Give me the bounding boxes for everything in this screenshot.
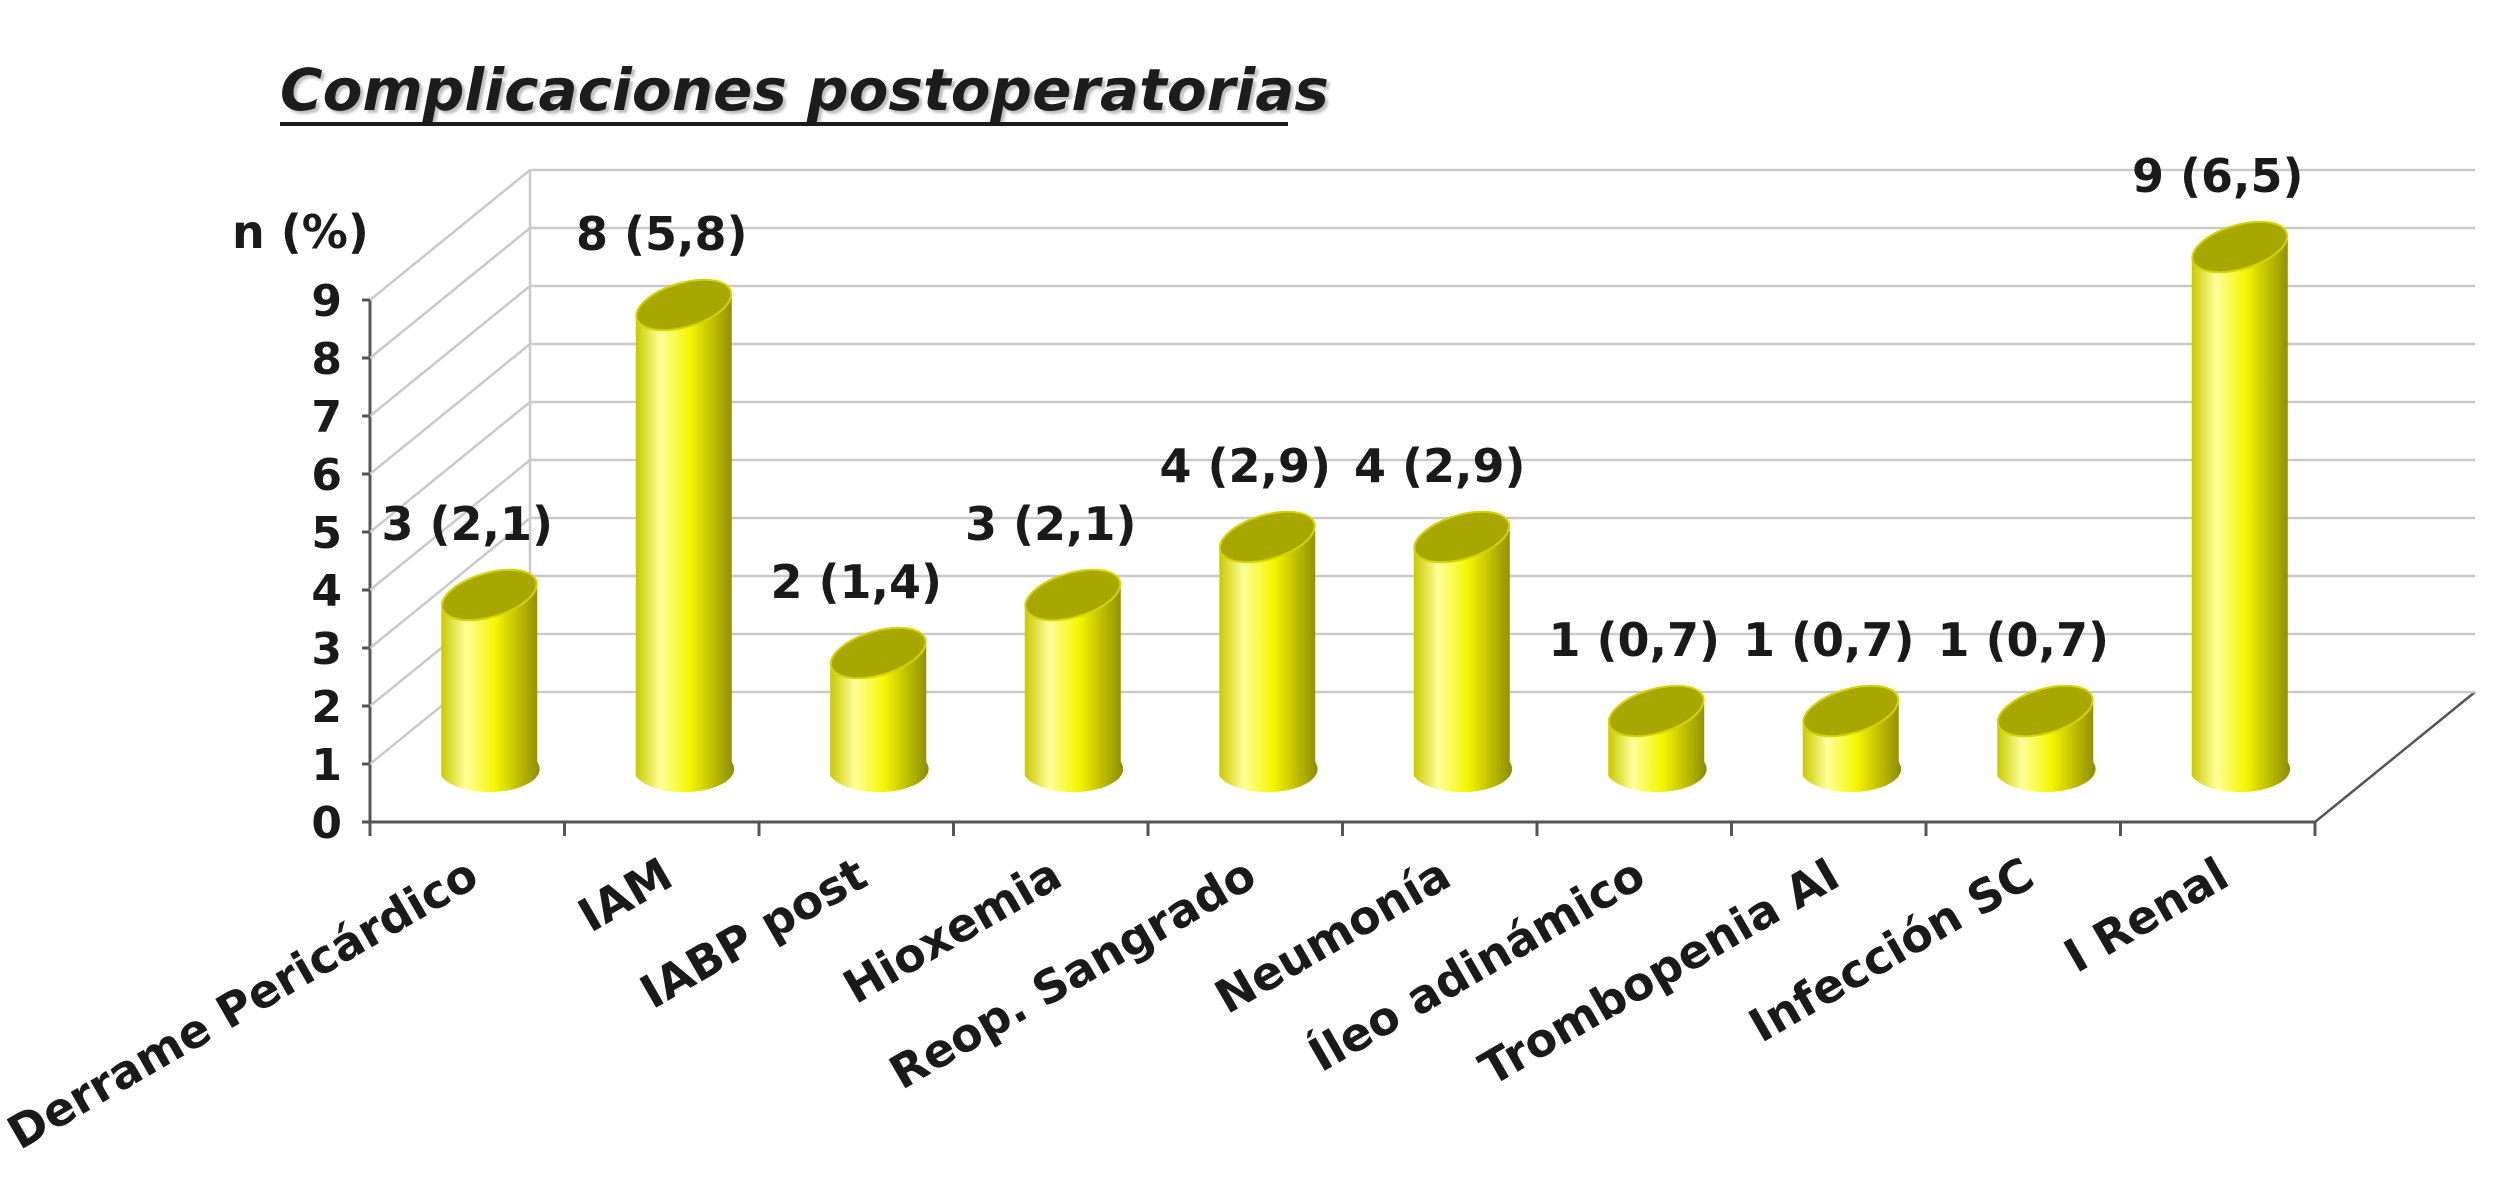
y-tick-label: 1 xyxy=(311,740,342,791)
bar-body xyxy=(2191,240,2291,793)
bar xyxy=(635,278,735,793)
y-tick-label: 2 xyxy=(311,682,342,733)
bar-top xyxy=(635,278,733,332)
x-tick-label: Trombopenia AI xyxy=(1470,847,1848,1097)
bar xyxy=(1218,510,1318,793)
bar-body xyxy=(1024,588,1124,793)
y-tick-label: 7 xyxy=(311,392,342,443)
bar-top xyxy=(2191,220,2289,274)
data-label: 2 (1,4) xyxy=(770,555,942,609)
x-tick-label: IAM xyxy=(569,847,681,943)
bar-body xyxy=(635,298,735,793)
data-label: 1 (0,7) xyxy=(1548,613,1720,667)
bar-top xyxy=(1996,684,2094,738)
y-axis-label: n (%) xyxy=(232,205,369,259)
gridline-wall xyxy=(369,227,531,359)
x-tick-label: Reop. Sangrado xyxy=(880,847,1264,1100)
y-tick-label: 0 xyxy=(311,798,342,849)
data-label: 4 (2,9) xyxy=(1354,439,1526,493)
y-tick-label: 8 xyxy=(311,334,342,385)
chart-title: Complicaciones postoperatorias xyxy=(280,56,1329,124)
data-labels: 3 (2,1) 8 (5,8) 2 (1,4) 3 (2,1) 4 (2,9) 4 (2,… xyxy=(381,149,2303,667)
y-tick-label: 6 xyxy=(311,450,342,501)
gridline-wall xyxy=(369,343,531,475)
bar-body xyxy=(830,646,929,793)
bar xyxy=(1607,684,1707,793)
data-label: 9 (6,5) xyxy=(2132,149,2304,203)
x-axis-ticks xyxy=(368,822,2317,836)
data-label: 3 (2,1) xyxy=(381,497,553,551)
x-tick-label: I Renal xyxy=(2055,847,2237,983)
bar xyxy=(1996,684,2096,793)
bar-top xyxy=(1802,684,1900,738)
bar xyxy=(1802,684,1902,793)
data-label: 8 (5,8) xyxy=(576,207,748,261)
bar xyxy=(1024,568,1124,793)
y-tick-label: 9 xyxy=(311,276,342,327)
bar-top xyxy=(440,568,538,622)
bar-body xyxy=(441,588,540,793)
gridlines xyxy=(369,168,2475,765)
y-tick-label: 5 xyxy=(311,508,342,559)
data-label: 4 (2,9) xyxy=(1159,439,1331,493)
bar-body xyxy=(1413,530,1513,793)
y-axis-ticks: 0 1 2 3 4 5 6 7 8 9 xyxy=(311,276,370,849)
gridline-wall xyxy=(369,459,531,591)
gridline-wall xyxy=(369,401,531,533)
bar xyxy=(2191,220,2291,793)
data-label: 1 (0,7) xyxy=(1743,613,1915,667)
bar-top xyxy=(1024,568,1122,622)
bar-body xyxy=(1219,530,1318,793)
x-tick-label: Derrame Pericárdico xyxy=(0,847,487,1160)
bar xyxy=(829,626,929,793)
data-label: 3 (2,1) xyxy=(965,497,1137,551)
gridline-wall xyxy=(369,169,531,301)
bars xyxy=(440,220,2291,793)
bar-top xyxy=(829,626,927,680)
data-label: 1 (0,7) xyxy=(1937,613,2109,667)
floor-right-edge xyxy=(2314,691,2476,823)
gridline-wall xyxy=(369,517,531,649)
gridline-wall xyxy=(369,285,531,417)
bar xyxy=(440,568,540,793)
bar-top xyxy=(1607,684,1705,738)
bar xyxy=(1413,510,1513,793)
y-tick-label: 4 xyxy=(311,566,342,617)
y-tick-label: 3 xyxy=(311,624,342,675)
bar-top xyxy=(1413,510,1511,564)
bar-top xyxy=(1218,510,1316,564)
